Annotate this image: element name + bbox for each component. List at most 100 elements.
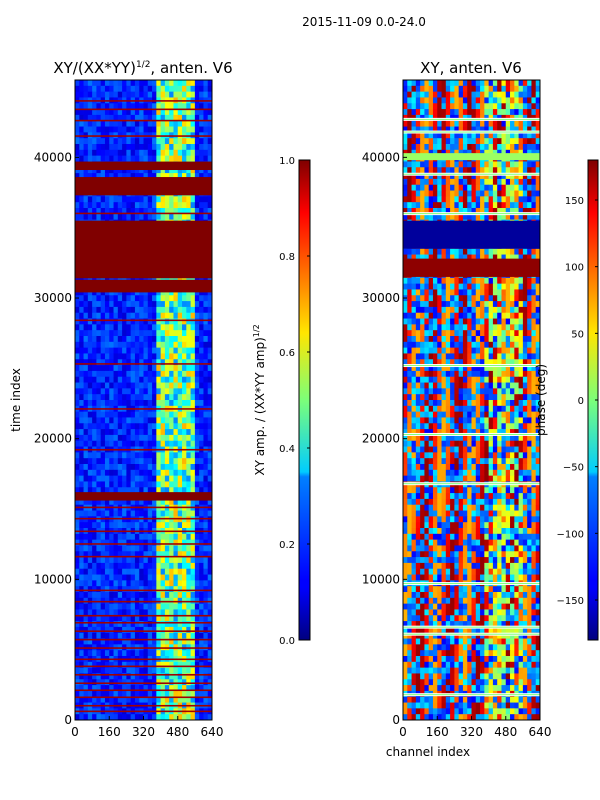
heatmap-cell (420, 178, 425, 186)
heatmap-cell (199, 440, 204, 447)
heatmap-cell (122, 295, 127, 302)
heatmap-cell (411, 318, 417, 325)
heatmap-cell (117, 603, 123, 610)
heatmap-cell (92, 318, 97, 325)
heatmap-cell (454, 80, 460, 87)
heatmap-cell (420, 138, 425, 145)
heatmap-cell (420, 173, 425, 180)
heatmap-cell (122, 545, 127, 552)
right-heatmap (403, 80, 540, 720)
heatmap-cell (122, 336, 127, 343)
heatmap-cell (522, 167, 528, 174)
heatmap-cell (497, 277, 502, 285)
heatmap-stripe (75, 665, 212, 668)
heatmap-cell (104, 533, 110, 541)
heatmap-cell (92, 673, 97, 680)
heatmap-cell (126, 167, 132, 174)
heatmap-cell (428, 109, 434, 116)
heatmap-cell (75, 91, 80, 98)
heatmap-cell (92, 545, 97, 552)
heatmap-cell (169, 394, 174, 401)
heatmap-cell (113, 213, 119, 221)
heatmap-cell (117, 592, 123, 599)
heatmap-cell (424, 330, 430, 337)
heatmap-cell (203, 516, 209, 523)
heatmap-cell (475, 301, 481, 308)
heatmap-cell (100, 621, 106, 628)
heatmap-cell (96, 586, 102, 593)
heatmap-cell (92, 353, 97, 360)
heatmap-cell (134, 411, 140, 418)
heatmap-cell (527, 184, 532, 191)
heatmap-cell (100, 551, 106, 558)
heatmap-cell (173, 615, 179, 622)
heatmap-cell (475, 208, 481, 215)
heatmap-cell (164, 516, 170, 523)
heatmap-cell (199, 120, 204, 127)
heatmap-cell (173, 551, 179, 558)
heatmap-cell (147, 312, 153, 319)
heatmap-cell (190, 208, 196, 215)
heatmap-cell (501, 80, 507, 87)
heatmap-stripe (75, 704, 212, 707)
heatmap-cell (437, 190, 442, 197)
heatmap-cell (156, 365, 162, 372)
heatmap-cell (130, 638, 136, 645)
heatmap-cell (177, 452, 183, 459)
heatmap-cell (462, 184, 468, 191)
heatmap-cell (96, 458, 102, 465)
heatmap-cell (75, 213, 80, 221)
heatmap-cell (104, 80, 110, 87)
heatmap-cell (182, 318, 187, 325)
heatmap-cell (462, 97, 468, 104)
heatmap-cell (96, 306, 102, 314)
heatmap-cell (186, 685, 191, 692)
heatmap-cell (467, 173, 472, 180)
heatmap-cell (182, 434, 187, 442)
heatmap-cell (117, 545, 123, 552)
heatmap-cell (415, 301, 421, 308)
heatmap-cell (79, 429, 84, 436)
heatmap-cell (164, 365, 170, 372)
heatmap-cell (134, 376, 140, 383)
heatmap-cell (152, 574, 157, 581)
heatmap-cell (160, 557, 166, 564)
heatmap-cell (484, 318, 490, 325)
heatmap-cell (156, 336, 162, 343)
heatmap-cell (126, 626, 132, 634)
heatmap-cell (147, 126, 153, 133)
heatmap-cell (152, 621, 157, 628)
heatmap-cell (160, 510, 166, 517)
heatmap-cell (475, 173, 481, 180)
heatmap-cell (428, 277, 434, 285)
heatmap-cell (160, 388, 166, 395)
heatmap-cell (164, 562, 170, 570)
heatmap-cell (471, 277, 477, 285)
heatmap-cell (143, 359, 149, 366)
heatmap-cell (109, 173, 114, 180)
heatmap-cell (92, 120, 97, 127)
heatmap-cell (454, 330, 460, 337)
heatmap-cell (100, 388, 106, 395)
heatmap-cell (143, 202, 149, 209)
heatmap-cell (450, 109, 455, 116)
heatmap-cell (169, 312, 174, 319)
heatmap-cell (450, 202, 455, 209)
heatmap-cell (113, 609, 119, 616)
heatmap-cell (488, 132, 494, 139)
heatmap-cell (535, 318, 540, 325)
heatmap-cell (194, 295, 200, 302)
heatmap-cell (518, 178, 524, 186)
heatmap-cell (420, 91, 425, 98)
heatmap-cell (130, 80, 136, 87)
heatmap-cell (505, 80, 511, 87)
heatmap-cell (126, 80, 132, 87)
heatmap-cell (87, 376, 93, 383)
heatmap-cell (173, 650, 179, 657)
heatmap-cell (177, 539, 183, 546)
heatmap-cell (190, 289, 196, 296)
heatmap-cell (454, 103, 460, 110)
heatmap-cell (437, 324, 442, 331)
heatmap-cell (126, 522, 132, 529)
heatmap-cell (445, 144, 451, 151)
